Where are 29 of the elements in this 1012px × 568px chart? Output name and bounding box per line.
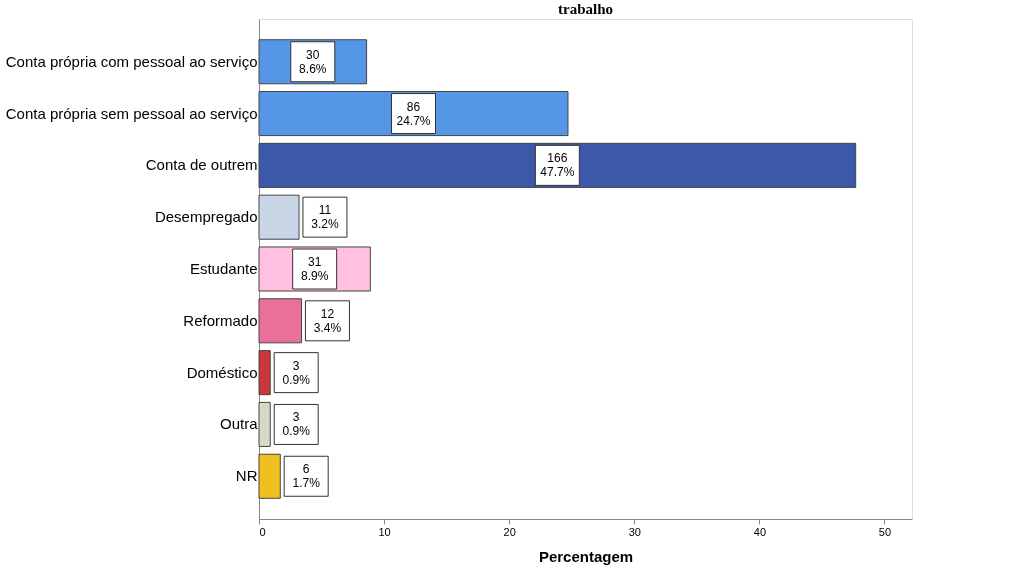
x-tick-label: 10 (378, 525, 391, 538)
data-label: 3 0.9% (282, 358, 311, 387)
x-tick-label: 50 (878, 525, 892, 538)
y-tick-label: Conta de outrem (145, 156, 258, 174)
data-label: 3 0.9% (282, 410, 311, 439)
y-tick-label: Conta própria sem pessoal ao serviço (5, 104, 258, 122)
bar (258, 401, 271, 447)
data-label: 6 1.7% (292, 462, 321, 491)
x-tick-label: 20 (503, 525, 516, 538)
x-tick-label: 0 (259, 525, 266, 538)
chart-title: trabalho (557, 1, 614, 17)
bar (258, 142, 857, 188)
x-axis-title: Percentagem (538, 547, 634, 565)
y-tick-label: Reformado (183, 311, 258, 329)
data-label: 12 3.4% (313, 306, 342, 335)
data-label: 30 8.6% (299, 47, 327, 76)
y-tick-label: Estudante (189, 260, 258, 277)
y-tick-label: Desempregado (154, 208, 258, 226)
y-tick-label: Doméstico (186, 363, 258, 381)
x-tick-label: 40 (753, 525, 767, 538)
data-label: 11 3.2% (311, 203, 339, 232)
y-tick-label: NR (235, 467, 258, 485)
data-label: 166 47.7% (540, 151, 575, 180)
x-tick-label: 30 (628, 525, 641, 538)
bar (258, 350, 271, 396)
data-label: 31 8.9% (300, 255, 329, 283)
y-tick-label: Outra (219, 415, 259, 433)
data-label: 86 24.7% (396, 99, 431, 128)
y-tick-label: Conta própria com pessoal ao serviço (5, 52, 258, 70)
